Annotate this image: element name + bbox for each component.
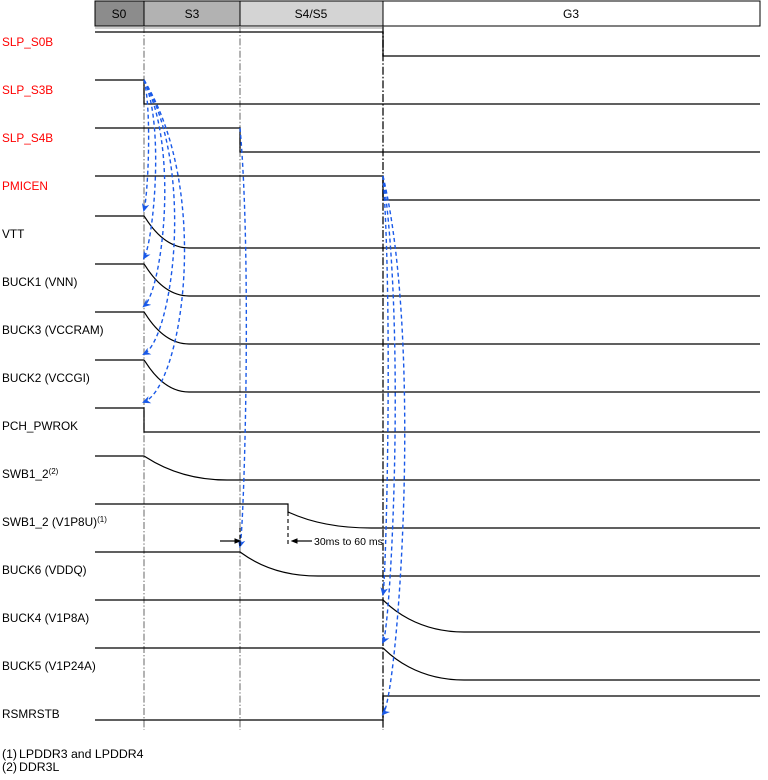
svg-text:BUCK5 (V1P24A): BUCK5 (V1P24A) (2, 659, 96, 673)
svg-text:SWB1_2 (V1P8U)(1): SWB1_2 (V1P8U)(1) (2, 515, 107, 529)
svg-text:BUCK1 (VNN): BUCK1 (VNN) (2, 275, 77, 289)
svg-text:SLP_S0B: SLP_S0B (2, 35, 53, 49)
svg-text:PMICEN: PMICEN (2, 179, 48, 193)
svg-text:PCH_PWROK: PCH_PWROK (2, 419, 78, 433)
svg-text:S4/S5: S4/S5 (295, 7, 328, 21)
svg-text:30ms to 60 ms: 30ms to 60 ms (314, 536, 383, 548)
svg-text:VTT: VTT (2, 227, 24, 241)
svg-text:BUCK3 (VCCRAM): BUCK3 (VCCRAM) (2, 323, 104, 337)
svg-text:BUCK4 (V1P8A): BUCK4 (V1P8A) (2, 611, 89, 625)
svg-text:(1)LPDDR3 and LPDDR4: (1) LPDDR3 and LPDDR4 (2, 747, 144, 761)
svg-text:S0: S0 (112, 7, 127, 21)
svg-text:SLP_S3B: SLP_S3B (2, 83, 53, 97)
svg-text:(2)DDR3L: (2) DDR3L (2, 760, 60, 774)
svg-text:BUCK6 (VDDQ): BUCK6 (VDDQ) (2, 563, 87, 577)
svg-text:G3: G3 (563, 7, 579, 21)
svg-text:RSMRSTB: RSMRSTB (2, 707, 60, 721)
svg-text:S3: S3 (185, 7, 200, 21)
svg-text:SLP_S4B: SLP_S4B (2, 131, 53, 145)
svg-text:BUCK2 (VCCGI): BUCK2 (VCCGI) (2, 371, 90, 385)
